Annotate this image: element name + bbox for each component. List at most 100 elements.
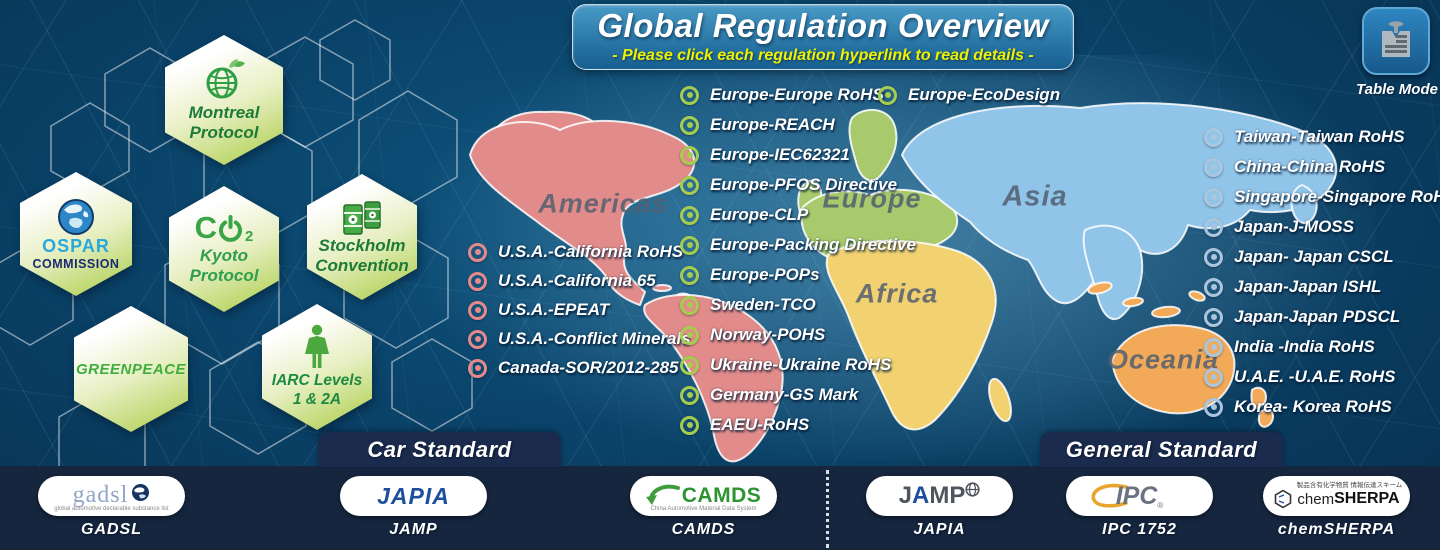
chemsherpa-logo-pill: 製品含有化学物質 情報伝達スキーム chem SHERPA <box>1263 476 1410 516</box>
region-madagascar <box>988 377 1012 423</box>
regulation-link[interactable]: Germany-GS Mark <box>680 383 916 407</box>
regulation-link[interactable]: U.S.A.-California RoHS <box>468 240 691 264</box>
regulation-list-europe-extra: Europe-EcoDesign <box>878 83 1060 113</box>
regulation-link[interactable]: Taiwan-Taiwan RoHS <box>1204 125 1440 149</box>
title-banner: Global Regulation Overview - Please clic… <box>572 4 1074 70</box>
regulation-link[interactable]: Europe-POPs <box>680 263 916 287</box>
gadsl-label: GADSL <box>81 521 142 538</box>
co2-power-o-icon <box>219 215 242 243</box>
bullet-icon <box>680 145 699 165</box>
regulation-link[interactable]: Europe-CLP <box>680 203 916 227</box>
camds-logo-subtext: China Automotive Material Data System <box>650 506 757 512</box>
jamp-logo-pill: J A MP <box>866 476 1013 516</box>
logo-chemsherpa[interactable]: 製品含有化学物質 情報伝達スキーム chem SHERPA chemSHERPA <box>1263 476 1410 539</box>
badge-kyoto-protocol[interactable]: C 2 Kyoto Protocol <box>169 186 279 312</box>
regulation-link[interactable]: Canada-SOR/2012-285 <box>468 356 691 380</box>
bullet-icon <box>680 385 699 405</box>
badge-label-line2: COMMISSION <box>32 256 120 271</box>
gadsl-logo-subtext: global automotive declarable substance l… <box>54 506 169 512</box>
ospar-globe-icon <box>58 199 94 236</box>
bullet-icon <box>1204 127 1223 147</box>
regulation-link[interactable]: U.A.E. -U.A.E. RoHS <box>1204 365 1440 389</box>
bullet-icon <box>1204 157 1223 177</box>
chemsherpa-logo-chem: chem <box>1297 490 1335 508</box>
badge-greenpeace[interactable]: GREENPEACE <box>74 306 188 432</box>
regulation-link[interactable]: Ukraine-Ukraine RoHS <box>680 353 916 377</box>
regulation-link[interactable]: U.S.A.-Conflict Minerals <box>468 327 691 351</box>
bullet-icon <box>468 271 487 291</box>
bullet-icon <box>1204 217 1223 237</box>
bullet-icon <box>468 329 487 349</box>
bullet-icon <box>1204 307 1223 327</box>
map-label-africa: Africa <box>855 278 939 309</box>
regulation-link[interactable]: Japan-Japan PDSCL <box>1204 305 1440 329</box>
regulation-link[interactable]: U.S.A.-California 65 <box>468 269 691 293</box>
dotted-divider <box>826 470 829 548</box>
logo-japia[interactable]: JAPIA JAMP <box>340 476 487 539</box>
bullet-icon <box>680 85 699 105</box>
map-label-oceania: Oceania <box>1106 344 1220 375</box>
regulation-link[interactable]: Japan- Japan CSCL <box>1204 245 1440 269</box>
hexagon-chem-icon <box>1275 489 1292 509</box>
table-mode-icon <box>1362 7 1430 75</box>
japia-group-label: JAMP <box>389 521 438 538</box>
regulation-link[interactable]: Norway-POHS <box>680 323 916 347</box>
chemsherpa-label: chemSHERPA <box>1277 521 1396 538</box>
bullet-icon <box>1204 247 1223 267</box>
logo-camds[interactable]: CAMDS China Automotive Material Data Sys… <box>630 476 777 539</box>
badge-label-line2: 1 & 2A <box>292 391 342 408</box>
bullet-icon <box>680 325 699 345</box>
regulation-list-europe: Europe-Europe RoHS Europe-REACH Europe-I… <box>680 83 916 443</box>
regulation-link[interactable]: India -India RoHS <box>1204 335 1440 359</box>
car-standard-banner: Car Standard <box>318 432 561 467</box>
islands-se-asia-3 <box>1151 305 1181 319</box>
chemsherpa-jp-text: 製品含有化学物質 情報伝達スキーム <box>1296 482 1403 489</box>
regulation-link[interactable]: Europe-PFOS Directive <box>680 173 916 197</box>
badge-label: Montreal Protocol <box>188 103 260 142</box>
globe-leaf-icon <box>206 59 245 99</box>
chemsherpa-logo-sherpa: SHERPA <box>1334 490 1400 507</box>
bullet-icon <box>680 115 699 135</box>
regulation-link[interactable]: Japan-Japan ISHL <box>1204 275 1440 299</box>
regulation-list-asia: Taiwan-Taiwan RoHS China-China RoHS Sing… <box>1204 125 1440 425</box>
badge-iarc[interactable]: IARC Levels 1 & 2A <box>262 304 372 430</box>
bullet-icon <box>1204 367 1223 387</box>
bullet-icon <box>680 415 699 435</box>
camds-label: CAMDS <box>671 521 736 538</box>
continent-greenland <box>489 110 604 174</box>
table-mode-button[interactable]: Table Mode <box>1356 7 1438 98</box>
badge-label-line1: OSPAR <box>42 236 110 257</box>
bullet-icon <box>680 205 699 225</box>
badge-ospar-commission[interactable]: OSPAR COMMISSION <box>20 172 132 296</box>
bullet-icon <box>680 295 699 315</box>
bullet-icon <box>468 300 487 320</box>
logo-ipc[interactable]: IPC ® IPC 1752 <box>1066 476 1213 539</box>
general-standard-title: General Standard <box>1065 436 1258 462</box>
bullet-icon <box>680 265 699 285</box>
ipc-registered-mark: ® <box>1157 501 1164 510</box>
gadsl-logo-pill: gadsl global automotive declarable subst… <box>38 476 185 516</box>
regulation-link[interactable]: Europe-Packing Directive <box>680 233 916 257</box>
regulation-link[interactable]: Europe-EcoDesign <box>878 83 1060 107</box>
badge-montreal-protocol[interactable]: Montreal Protocol <box>165 35 283 165</box>
jamp-group-label: JAPIA <box>913 521 966 538</box>
regulation-link[interactable]: Singapore-Singapore RoHS <box>1204 185 1440 209</box>
regulation-link[interactable]: Europe-IEC62321 <box>680 143 916 167</box>
regulation-list-americas: U.S.A.-California RoHS U.S.A.-California… <box>468 240 691 385</box>
regulation-link[interactable]: Korea- Korea RoHS <box>1204 395 1440 419</box>
regulation-link[interactable]: Europe-Europe RoHS <box>680 83 916 107</box>
regulation-link[interactable]: U.S.A.-EPEAT <box>468 298 691 322</box>
logo-jamp[interactable]: J A MP JAPIA <box>866 476 1013 539</box>
badge-stockholm-convention[interactable]: Stockholm Convention <box>307 174 417 300</box>
regulation-link[interactable]: EAEU-RoHS <box>680 413 916 437</box>
page-subtitle: - Please click each regulation hyperlink… <box>612 46 1034 64</box>
badge-label: Stockholm Convention <box>315 236 409 275</box>
ipc-logo-pill: IPC ® <box>1066 476 1213 516</box>
gadsl-logo-text: gadsl <box>72 482 129 509</box>
logo-gadsl[interactable]: gadsl global automotive declarable subst… <box>38 476 185 539</box>
regulation-link[interactable]: China-China RoHS <box>1204 155 1440 179</box>
regulation-link[interactable]: Europe-REACH <box>680 113 916 137</box>
map-label-americas: Americas <box>538 188 668 219</box>
regulation-link[interactable]: Japan-J-MOSS <box>1204 215 1440 239</box>
regulation-link[interactable]: Sweden-TCO <box>680 293 916 317</box>
